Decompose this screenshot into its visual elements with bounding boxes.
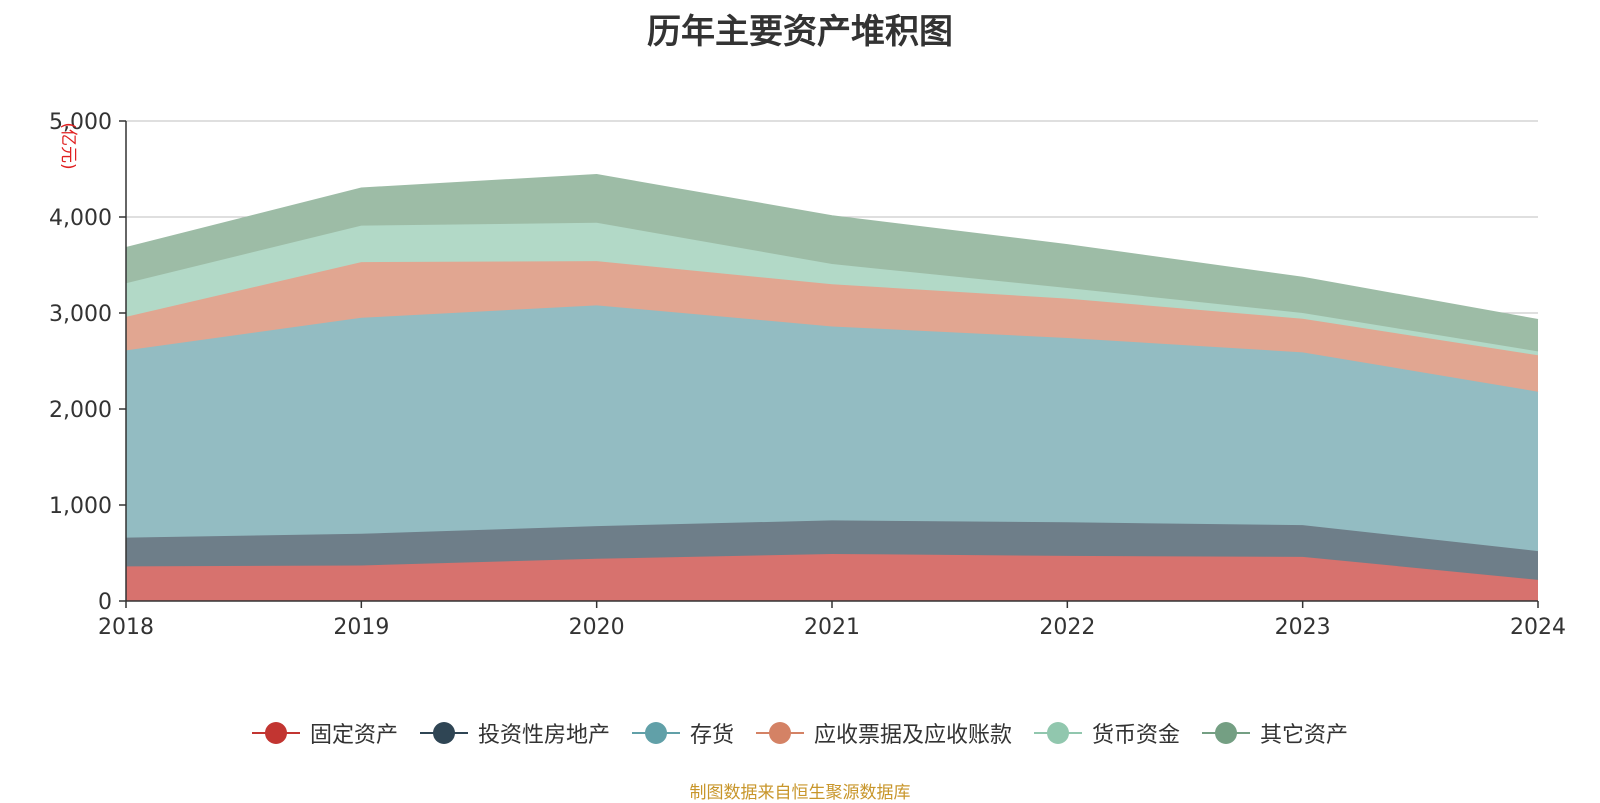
legend-label: 货币资金 — [1092, 723, 1181, 748]
legend-item-1[interactable]: 固定资产 — [251, 717, 398, 749]
x-tick-label: 2018 — [98, 615, 154, 640]
chart-legend: 固定资产 投资性房地产 存货 应收票据及应收账款 货币资金 其它资产 — [0, 717, 1600, 749]
x-tick-label: 2024 — [1510, 615, 1566, 640]
area-series-6-edge — [125, 174, 1539, 321]
legend-marker — [756, 721, 804, 745]
area-series-3 — [126, 305, 1538, 552]
y-tick-label: 2,000 — [49, 398, 112, 423]
y-tick-label: 5,000 — [49, 110, 112, 135]
area-series-6 — [126, 174, 1538, 352]
area-series-5 — [126, 222, 1538, 356]
legend-item-2[interactable]: 投资性房地产 — [419, 717, 610, 749]
legend-label: 存货 — [689, 723, 734, 748]
y-tick-label: 4,000 — [49, 206, 112, 231]
x-tick-label: 2022 — [1039, 615, 1095, 640]
area-series-4 — [126, 261, 1538, 392]
x-tick-label: 2023 — [1275, 615, 1331, 640]
area-series-1 — [126, 553, 1538, 601]
y-tick-label: 1,000 — [49, 494, 112, 519]
area-series-layer — [125, 174, 1539, 601]
area-series-2 — [126, 520, 1538, 580]
y-tick-label: 0 — [98, 590, 112, 615]
legend-marker — [1202, 721, 1251, 745]
legend-marker — [631, 721, 680, 745]
legend-marker — [1034, 721, 1083, 745]
legend-item-6[interactable]: 其它资产 — [1202, 717, 1348, 749]
legend-label: 投资性房地产 — [477, 723, 610, 748]
axes: 0 1,000 2,000 3,000 4,000 5,000 2018 2019 2020 20… — [49, 110, 1566, 640]
x-tick-label: 2019 — [333, 615, 389, 640]
x-tick-label: 2020 — [569, 615, 625, 640]
chart-title: 历年主要资产堆积图 — [647, 12, 953, 52]
y-axis-unit-label: (亿元) — [58, 122, 78, 169]
source-note: 制图数据来自恒生聚源数据库 — [689, 783, 911, 803]
x-tick-label: 2021 — [804, 615, 860, 640]
legend-item-3[interactable]: 存货 — [631, 717, 734, 749]
legend-label: 固定资产 — [309, 723, 398, 748]
legend-marker — [419, 721, 468, 745]
legend-item-4[interactable]: 应收票据及应收账款 — [756, 717, 1012, 749]
legend-item-5[interactable]: 货币资金 — [1034, 717, 1180, 749]
legend-marker — [251, 721, 300, 745]
y-tick-label: 3,000 — [49, 302, 112, 327]
legend-label: 其它资产 — [1260, 723, 1349, 748]
legend-label: 应收票据及应收账款 — [814, 723, 1013, 748]
